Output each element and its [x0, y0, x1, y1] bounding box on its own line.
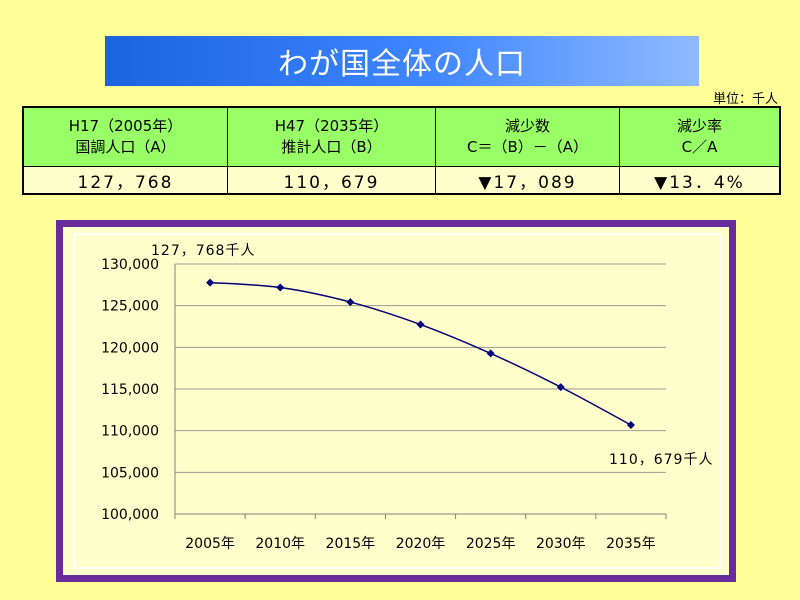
header-cell-2005: H17（2005年） 国調人口（A）: [22, 106, 228, 167]
title-banner: わが国全体の人口: [105, 36, 699, 86]
x-tick-label: 2010年: [255, 536, 305, 552]
y-tick-label: 125,000: [101, 299, 159, 315]
series-line: [210, 281, 632, 426]
header-cell-rate: 減少率 C／A: [619, 106, 781, 167]
data-point: [346, 298, 355, 307]
y-tick-label: 115,000: [101, 382, 159, 398]
data-point: [416, 320, 425, 329]
value-2005: 127，768: [22, 166, 228, 195]
header-line1: H47（2035年）: [274, 117, 389, 135]
header-line1: 減少数: [504, 117, 550, 135]
header-cell-2035: H47（2035年） 推計人口（B）: [227, 106, 436, 167]
y-tick-label: 110,000: [101, 424, 159, 440]
summary-table: H17（2005年） 国調人口（A） H47（2035年） 推計人口（B） 減少…: [22, 106, 781, 195]
data-point: [486, 349, 495, 358]
header-line1: H17（2005年）: [68, 117, 183, 135]
data-point: [626, 421, 635, 430]
y-tick-label: 120,000: [101, 340, 159, 356]
chart-inner-border: [73, 233, 721, 569]
y-tick-label: 130,000: [101, 257, 159, 273]
header-line2: C＝（B）－（A）: [466, 138, 589, 156]
annotation-start-value: 127，768千人: [151, 243, 255, 259]
x-tick-label: 2015年: [326, 536, 376, 552]
header-line2: 推計人口（B）: [281, 138, 382, 156]
header-line1: 減少率: [676, 117, 722, 135]
data-point: [556, 383, 565, 392]
value-decrease: ▼17，089: [435, 166, 620, 195]
data-point: [206, 278, 215, 287]
table-value-row: 127，768 110，679 ▼17，089 ▼13．4%: [22, 166, 781, 195]
x-tick-label: 2025年: [466, 536, 516, 552]
header-cell-decrease: 減少数 C＝（B）－（A）: [435, 106, 620, 167]
page-title: わが国全体の人口: [278, 47, 526, 82]
value-rate: ▼13．4%: [619, 166, 781, 195]
line-chart: 100,000 105,000 110,000 115,000 120,000 125,0…: [101, 243, 713, 552]
chart-frame: 100,000 105,000 110,000 115,000 120,000 125,0…: [56, 220, 736, 582]
x-tick-label: 2020年: [396, 536, 446, 552]
annotation-end-value: 110，679千人: [609, 452, 713, 468]
header-line2: C／A: [681, 138, 718, 156]
x-tick-label: 2035年: [606, 536, 656, 552]
header-line2: 国調人口（A）: [75, 138, 176, 156]
y-tick-label: 105,000: [101, 465, 159, 481]
data-point: [276, 283, 285, 292]
unit-label: 単位：千人: [712, 92, 778, 107]
table-header-row: H17（2005年） 国調人口（A） H47（2035年） 推計人口（B） 減少…: [22, 106, 781, 167]
x-tick-label: 2030年: [536, 536, 586, 552]
y-tick-label: 100,000: [101, 507, 159, 523]
value-2035: 110，679: [227, 166, 436, 195]
x-tick-label: 2005年: [185, 536, 235, 552]
